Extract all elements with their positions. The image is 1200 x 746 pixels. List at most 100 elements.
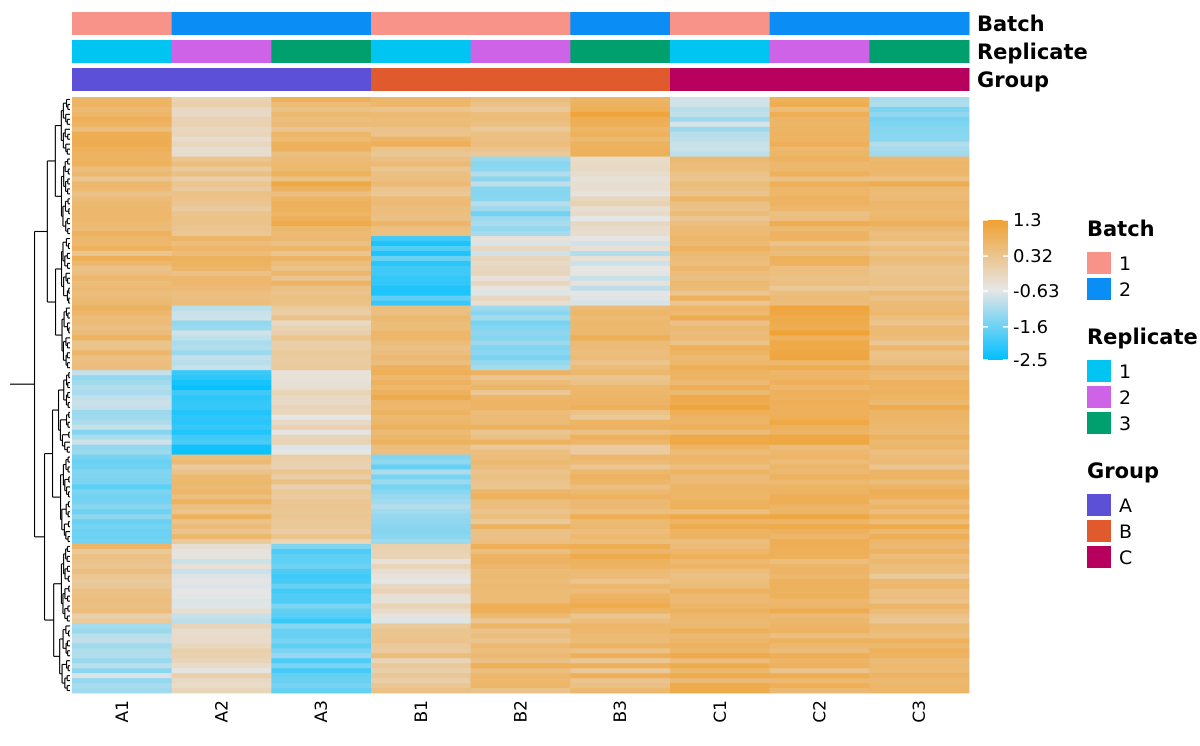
heatmap-cell	[171, 131, 272, 138]
heatmap-cell	[670, 484, 771, 490]
heatmap-cell	[271, 683, 372, 689]
heatmap-cell	[670, 146, 771, 153]
heatmap-cell	[271, 628, 372, 634]
heatmap-cell	[72, 419, 173, 426]
heatmap-cell	[769, 260, 870, 267]
heatmap-cell	[371, 449, 472, 455]
heatmap-cell	[869, 558, 970, 565]
column-label: B3	[611, 700, 631, 722]
heatmap-cell	[570, 181, 671, 187]
heatmap-cell	[670, 201, 771, 207]
heatmap-cell	[670, 673, 771, 679]
heatmap-cell	[670, 246, 771, 252]
heatmap-cell	[72, 519, 173, 525]
heatmap-cell	[769, 181, 870, 187]
heatmap-cell	[371, 395, 472, 401]
legend-item-label: 2	[1119, 279, 1131, 301]
heatmap-cell	[470, 583, 571, 590]
heatmap-cell	[470, 504, 571, 510]
heatmap-cell	[72, 265, 173, 272]
heatmap-cell	[72, 141, 173, 148]
heatmap-cell	[570, 449, 671, 455]
heatmap-cell	[570, 186, 671, 192]
heatmap-cell	[371, 146, 472, 153]
heatmap-cell	[769, 216, 870, 222]
heatmap-cell	[869, 101, 970, 108]
heatmap-cell	[72, 285, 173, 292]
heatmap-cell	[570, 429, 671, 436]
heatmap-cell	[72, 633, 173, 639]
heatmap-cell	[769, 131, 870, 138]
heatmap-cell	[769, 434, 870, 441]
heatmap-cell	[869, 474, 970, 480]
heatmap-cell	[670, 434, 771, 441]
heatmap-cell	[470, 290, 571, 297]
heatmap-cell	[171, 519, 272, 525]
heatmap-cell	[869, 151, 970, 157]
heatmap-cell	[271, 598, 372, 604]
heatmap-cell	[869, 648, 970, 654]
heatmap-cell	[371, 255, 472, 262]
heatmap-cell	[570, 265, 671, 272]
heatmap-cell	[72, 350, 173, 356]
heatmap-cell	[869, 290, 970, 297]
heatmap-cell	[72, 101, 173, 108]
heatmap-cell	[769, 469, 870, 475]
heatmap-cell	[670, 548, 771, 555]
heatmap-cell	[72, 414, 173, 421]
heatmap-cell	[72, 211, 173, 217]
heatmap-cell	[470, 111, 571, 118]
heatmap-cell	[869, 464, 970, 470]
heatmap-cell	[271, 519, 372, 525]
heatmap-cell	[171, 598, 272, 604]
heatmap-cell	[171, 390, 272, 396]
heatmap-cell	[371, 350, 472, 356]
heatmap-cell	[670, 688, 771, 694]
heatmap-cell	[769, 424, 870, 431]
heatmap-cell	[371, 439, 472, 446]
heatmap-cell	[72, 484, 173, 490]
heatmap-cell	[769, 598, 870, 604]
heatmap-cell	[271, 330, 372, 336]
heatmap-cell	[570, 156, 671, 162]
heatmap-cell	[869, 404, 970, 411]
heatmap-cell	[670, 395, 771, 401]
heatmap-cell	[72, 270, 173, 277]
heatmap-cell	[869, 315, 970, 321]
heatmap-cell	[670, 250, 771, 257]
heatmap-cell	[869, 454, 970, 460]
heatmap-cell	[271, 390, 372, 396]
heatmap-cell	[769, 618, 870, 624]
heatmap-cell	[271, 340, 372, 346]
heatmap-cell	[470, 409, 571, 416]
heatmap-cell	[769, 146, 870, 153]
heatmap-cell	[470, 385, 571, 391]
heatmap-cell	[570, 688, 671, 694]
heatmap-cell	[371, 171, 472, 177]
heatmap-cell	[171, 325, 272, 331]
heatmap-cell	[470, 524, 571, 530]
heatmap-cell	[470, 593, 571, 600]
heatmap-cell	[271, 439, 372, 446]
heatmap-cell	[371, 608, 472, 614]
heatmap-cell	[869, 196, 970, 202]
heatmap-cell	[72, 280, 173, 287]
heatmap-cell	[371, 166, 472, 172]
heatmap-cell	[769, 97, 870, 103]
heatmap-cell	[470, 330, 571, 336]
heatmap-cell	[371, 658, 472, 664]
heatmap-cell	[869, 623, 970, 629]
heatmap-cell	[470, 419, 571, 426]
heatmap-cell	[171, 201, 272, 207]
heatmap-cell	[470, 434, 571, 441]
heatmap-cell	[470, 310, 571, 316]
heatmap-cell	[670, 300, 771, 306]
legend-item-label: B	[1119, 521, 1132, 543]
heatmap-cell	[371, 265, 472, 272]
heatmap-cell	[171, 241, 272, 247]
heatmap-cell	[171, 280, 272, 287]
heatmap-cell	[470, 191, 571, 197]
heatmap-cell	[670, 638, 771, 644]
heatmap-cell	[869, 250, 970, 257]
heatmap-cell	[470, 231, 571, 237]
